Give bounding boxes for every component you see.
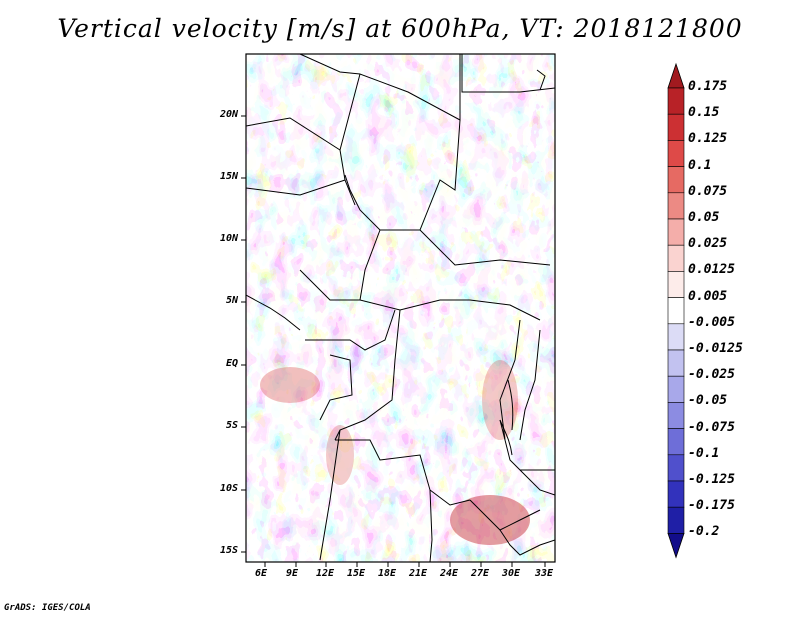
colorbar-swatch: [667, 402, 685, 429]
colorbar-swatch: [667, 218, 685, 246]
colorbar-tick-label: 0.175: [688, 79, 728, 94]
colorbar-swatch: [667, 166, 685, 194]
colorbar-tick-label: -0.125: [688, 472, 735, 487]
lon-tick-label: 18E: [378, 568, 397, 579]
lon-tick-label: 30E: [502, 568, 521, 579]
colorbar-tick-label: 0.075: [688, 183, 728, 199]
lat-tick-label: 5N: [225, 295, 238, 306]
colorbar-tick-label: -0.0125: [688, 341, 743, 356]
colorbar-tick-label: 0.1: [688, 157, 712, 173]
colorbar-tick-label: 0.0125: [688, 262, 735, 278]
lat-tick-label: EQ: [225, 358, 238, 369]
lon-tick-label: 15E: [347, 568, 366, 579]
colorbar-tick-label: -0.075: [688, 419, 735, 435]
lon-tick-label: 27E: [471, 568, 490, 579]
colorbar-swatch: [667, 271, 685, 298]
colorbar-tick-label: -0.05: [688, 393, 728, 409]
colorbar-tick-label: 0.05: [688, 210, 720, 225]
map-frame: [245, 53, 556, 563]
colorbar-swatch: [667, 480, 685, 508]
lon-tick-label: 33E: [535, 568, 554, 579]
colorbar-tick-label: 0.125: [688, 131, 728, 147]
lon-tick-label: 12E: [316, 568, 335, 579]
colorbar-tick-label: 0.15: [688, 105, 720, 121]
lat-tick-label: 10N: [219, 233, 238, 244]
lon-tick-label: 6E: [255, 568, 268, 579]
colorbar-swatch: [667, 87, 685, 115]
colorbar-swatch: [667, 113, 685, 141]
colorbar-tick-label: 0.005: [688, 288, 728, 304]
latitude-ticks: [241, 115, 246, 553]
colorbar-swatch: [667, 506, 685, 534]
longitude-ticks: [264, 562, 546, 567]
lat-tick-label: 5S: [225, 420, 238, 431]
lat-tick-label: 15N: [219, 171, 238, 182]
colorbar-bottom-arrow: [667, 533, 685, 559]
colorbar-tick-label: -0.025: [688, 367, 735, 383]
lat-tick-label: 15S: [219, 545, 238, 556]
lat-tick-label: 10S: [219, 483, 238, 494]
colorbar-swatch: [667, 140, 685, 167]
colorbar-swatch: [667, 428, 685, 456]
colorbar-swatch: [667, 192, 685, 220]
colorbar-swatch: [667, 297, 685, 325]
grads-credit: GrADS: IGES/COLA: [4, 603, 91, 613]
colorbar-tick-label: -0.2: [688, 524, 720, 540]
colorbar-swatch: [667, 244, 685, 272]
colorbar-tick-label: 0.025: [688, 236, 728, 252]
colorbar-swatch: [667, 454, 685, 482]
colorbar-tick-label: -0.175: [688, 498, 735, 514]
chart-title: Vertical velocity [m/s] at 600hPa, VT: 2…: [57, 14, 743, 43]
lon-tick-label: 9E: [286, 568, 299, 579]
country-borders: [246, 54, 555, 562]
colorbar-tick-label: -0.005: [688, 314, 735, 330]
lat-tick-label: 20N: [219, 109, 238, 120]
lon-tick-label: 24E: [440, 568, 459, 579]
colorbar-swatch: [667, 323, 685, 351]
colorbar-tick-label: -0.1: [688, 445, 720, 461]
lon-tick-label: 21E: [409, 568, 428, 579]
colorbar-top-arrow: [667, 62, 685, 89]
colorbar-swatch: [667, 375, 685, 403]
colorbar-swatch: [667, 349, 685, 377]
